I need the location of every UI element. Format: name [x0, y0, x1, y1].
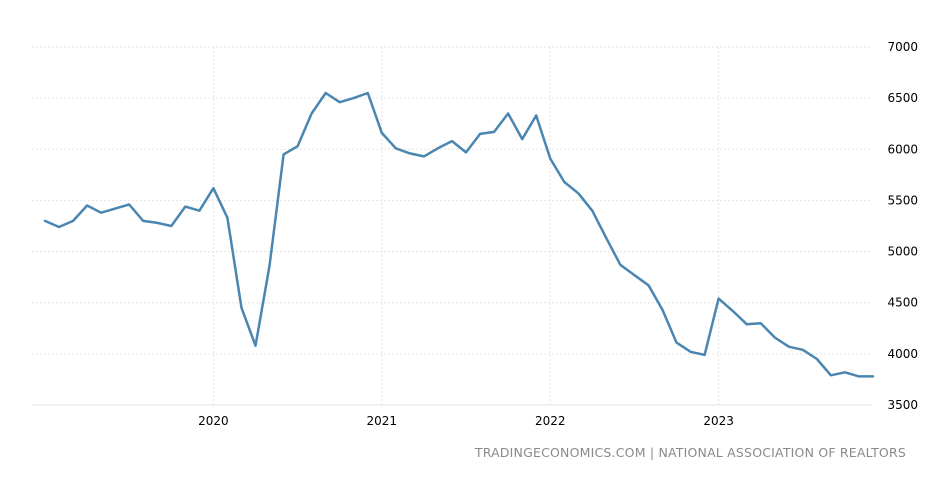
x-tick-label: 2023: [703, 414, 734, 428]
y-tick-label: 3500: [887, 398, 918, 412]
y-tick-label: 6500: [887, 91, 918, 105]
x-tick-label: 2020: [198, 414, 229, 428]
y-tick-label: 7000: [887, 40, 918, 54]
series-layer: [43, 91, 875, 378]
x-tick-label: 2021: [367, 414, 398, 428]
y-tick-label: 5000: [887, 245, 918, 259]
x-tick-label: 2022: [535, 414, 566, 428]
tick-label-layer: 3500 4000 4500 5000 5500 6000 6500 7000 2020 2021…: [198, 40, 918, 428]
y-tick-label: 4000: [887, 347, 918, 361]
y-tick-label: 5500: [887, 193, 918, 207]
series-line: [43, 91, 875, 378]
source-attribution: TRADINGECONOMICS.COM | NATIONAL ASSOCIAT…: [474, 445, 906, 460]
y-tick-label: 6000: [887, 142, 918, 156]
y-tick-label: 4500: [887, 296, 918, 310]
grid-layer: [32, 46, 872, 406]
